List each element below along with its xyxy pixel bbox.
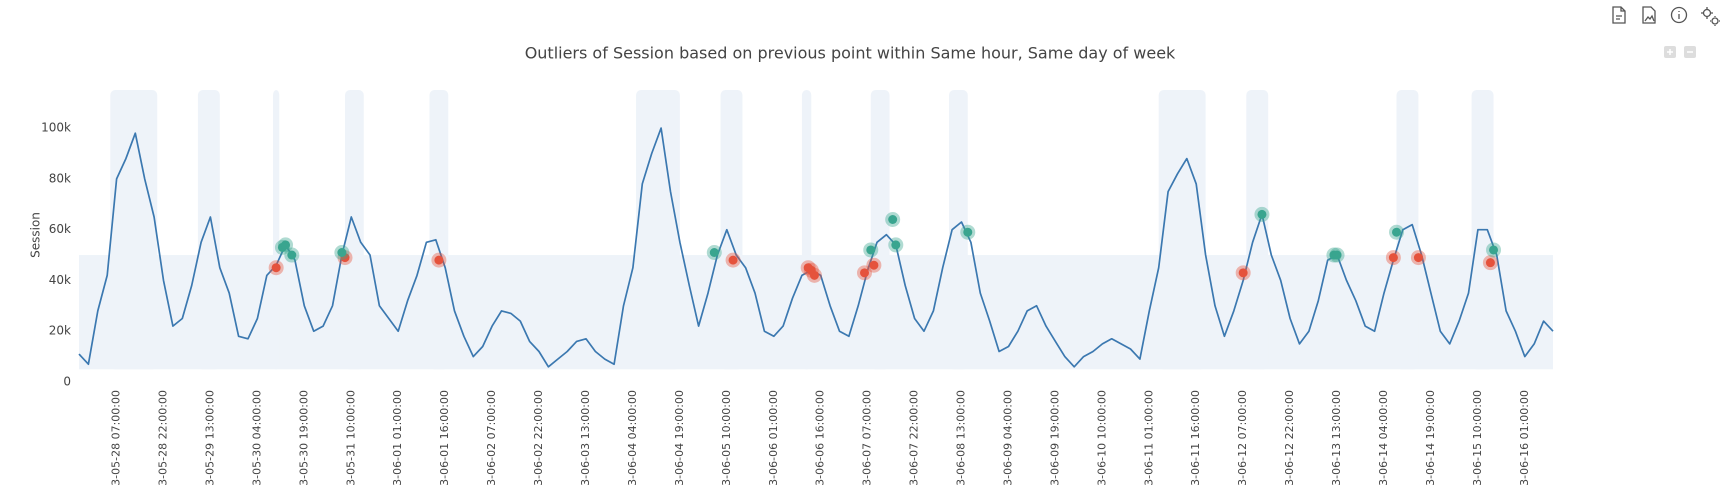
outlier-point	[1254, 206, 1270, 222]
info-button[interactable]	[1670, 6, 1688, 24]
x-tick-label: 3-05-30 19:00:00	[297, 390, 310, 486]
outlier-point	[1482, 255, 1498, 271]
x-tick-label: 3-06-03 13:00:00	[579, 390, 592, 486]
expected-band-high	[1396, 90, 1419, 370]
expected-band-high	[197, 90, 220, 370]
outlier-point	[278, 237, 294, 253]
band-layer	[79, 90, 1553, 370]
x-tick-label: 3-06-01 01:00:00	[391, 390, 404, 486]
outlier-point	[866, 257, 882, 273]
outlier-point	[888, 237, 904, 253]
x-tick-label: 3-06-09 19:00:00	[1048, 390, 1061, 486]
expected-band-high	[110, 90, 158, 370]
x-tick-label: 3-05-31 10:00:00	[344, 390, 357, 486]
x-tick-label: 3-06-05 10:00:00	[720, 390, 733, 486]
x-tick-label: 3-06-04 04:00:00	[626, 390, 639, 486]
settings-button[interactable]	[1701, 7, 1720, 26]
expected-band-high	[429, 90, 449, 370]
y-tick-label: 20k	[49, 324, 71, 338]
outlier-point	[885, 211, 901, 227]
x-tick-label: 3-06-07 07:00:00	[861, 390, 874, 486]
x-tick-label: 3-06-16 01:00:00	[1518, 390, 1531, 486]
x-tick-label: 3-06-09 04:00:00	[1001, 390, 1014, 486]
outlier-point	[1385, 250, 1401, 266]
axis-layer: 0 20k 40k 60k 80k 100k 3-05-28 07:00:00 3-05-28…	[41, 121, 1531, 486]
outlier-point	[857, 265, 873, 281]
expected-band-high	[273, 90, 280, 370]
outlier-point	[431, 252, 447, 268]
x-tick-label: 3-06-15 10:00:00	[1471, 390, 1484, 486]
outlier-point	[1410, 250, 1426, 266]
x-tick-label: 3-06-11 01:00:00	[1142, 390, 1155, 486]
x-tick-label: 3-06-06 16:00:00	[814, 390, 827, 486]
export-pdf-button[interactable]	[1612, 6, 1626, 24]
y-axis-title: Session	[29, 212, 43, 258]
expected-band-high	[801, 90, 812, 370]
x-tick-label: 3-06-12 07:00:00	[1236, 390, 1249, 486]
expected-band-high	[345, 90, 364, 370]
x-tick-label: 3-06-06 01:00:00	[767, 390, 780, 486]
x-tick-label: 3-06-14 04:00:00	[1377, 390, 1390, 486]
outlier-point	[863, 242, 879, 258]
chart-title: Outliers of Session based on previous po…	[525, 44, 1176, 63]
x-tick-label: 3-05-28 07:00:00	[110, 390, 123, 486]
x-tick-label: 3-06-14 19:00:00	[1424, 390, 1437, 486]
x-tick-label: 3-06-07 22:00:00	[908, 390, 921, 486]
outlier-point	[706, 245, 722, 261]
outlier-point	[284, 247, 300, 263]
x-tick-label: 3-06-12 22:00:00	[1283, 390, 1296, 486]
x-tick-label: 3-05-30 04:00:00	[250, 390, 263, 486]
x-tick-label: 3-06-10 10:00:00	[1095, 390, 1108, 486]
x-tick-label: 3-06-13 13:00:00	[1330, 390, 1343, 486]
expected-band-high	[636, 90, 680, 370]
outlier-point	[1235, 265, 1251, 281]
y-tick-label: 80k	[49, 171, 71, 185]
y-tick-label: 60k	[49, 222, 71, 236]
zoom-in-button[interactable]	[1664, 46, 1676, 58]
expected-band-high	[1158, 90, 1206, 370]
outlier-point	[268, 260, 284, 276]
y-tick-label: 0	[63, 375, 71, 389]
expected-band-high	[949, 90, 968, 370]
x-tick-label: 3-06-08 13:00:00	[955, 390, 968, 486]
x-tick-label: 3-06-02 22:00:00	[532, 390, 545, 486]
outlier-point	[1486, 242, 1502, 258]
x-tick-label: 3-06-11 16:00:00	[1189, 390, 1202, 486]
y-tick-label: 100k	[41, 121, 71, 135]
outlier-point	[1329, 247, 1345, 263]
outlier-point	[960, 224, 976, 240]
outlier-layer	[268, 206, 1502, 283]
expected-band-high	[720, 90, 743, 370]
outlier-point	[806, 267, 822, 283]
expected-band-high	[870, 90, 890, 370]
y-tick-label: 40k	[49, 273, 71, 287]
toolbar	[1612, 6, 1720, 58]
outlier-point	[1389, 224, 1405, 240]
export-image-button[interactable]	[1642, 6, 1656, 24]
outlier-point	[725, 252, 741, 268]
zoom-out-button[interactable]	[1684, 46, 1696, 58]
x-tick-label: 3-06-04 19:00:00	[673, 390, 686, 486]
outlier-point	[334, 245, 350, 261]
x-tick-label: 3-06-01 16:00:00	[438, 390, 451, 486]
x-tick-label: 3-05-29 13:00:00	[203, 390, 216, 486]
x-tick-label: 3-06-02 07:00:00	[485, 390, 498, 486]
x-tick-label: 3-05-28 22:00:00	[156, 390, 169, 486]
